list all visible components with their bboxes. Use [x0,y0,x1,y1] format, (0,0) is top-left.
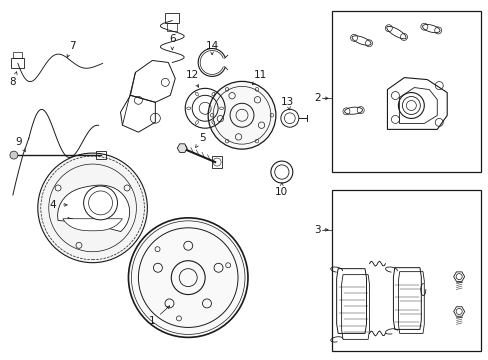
Polygon shape [177,144,187,152]
Text: 3: 3 [314,225,321,235]
Bar [167,23,177,31]
Circle shape [208,81,275,149]
Text: 7: 7 [69,41,76,50]
Text: 6: 6 [169,33,175,44]
Text: 13: 13 [281,97,294,107]
Polygon shape [62,219,122,231]
Text: 2: 2 [314,93,321,103]
Text: 4: 4 [49,200,56,210]
Polygon shape [58,185,129,231]
Bar [331,190,480,351]
Circle shape [38,153,147,263]
Text: 12: 12 [185,71,199,80]
Text: 10: 10 [275,187,288,197]
Text: 14: 14 [205,41,218,50]
Text: 8: 8 [10,77,16,87]
Circle shape [10,151,18,159]
Bar [165,13,179,23]
Circle shape [83,186,117,220]
Bar [95,151,105,159]
Text: 9: 9 [16,137,22,147]
Circle shape [128,218,247,337]
Text: 1: 1 [149,316,155,327]
Bar [212,156,222,168]
Bar [11,58,24,68]
Text: 5: 5 [199,133,205,143]
Bar [331,11,480,172]
Bar [13,53,22,58]
Text: 11: 11 [253,71,266,80]
